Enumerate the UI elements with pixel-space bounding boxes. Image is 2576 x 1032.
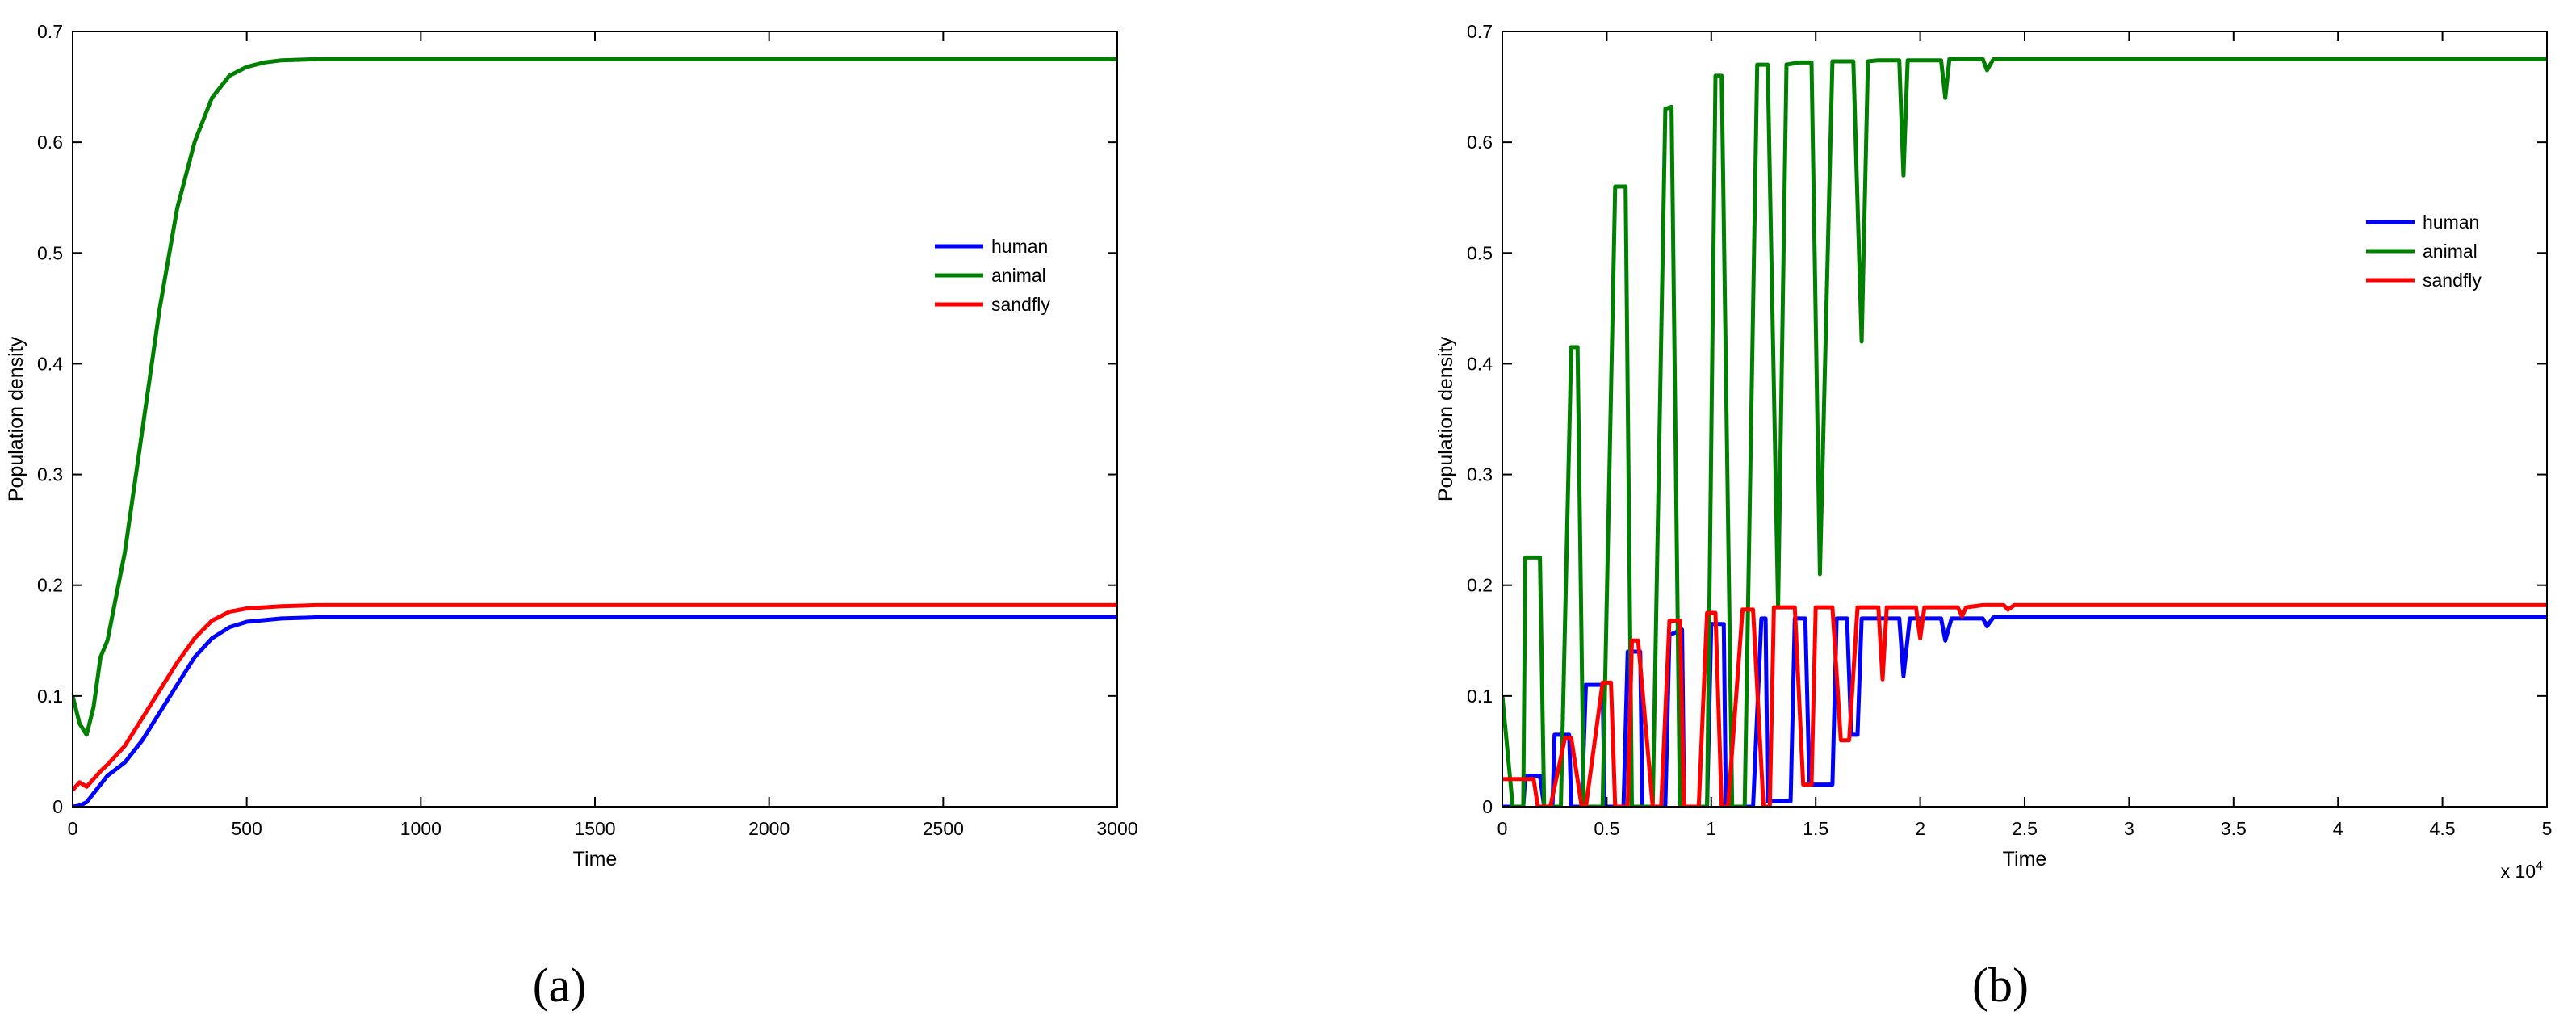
y-tick-label: 0.3 <box>37 464 63 485</box>
x-tick-label: 1000 <box>400 818 442 839</box>
legend-label-sandfly: sandfly <box>991 294 1050 315</box>
y-tick-label: 0.5 <box>37 242 63 263</box>
x-tick-label: 5 <box>2542 818 2553 839</box>
panel-caption: (a) <box>533 959 587 1012</box>
plot-frame <box>72 31 1118 808</box>
x-tick-label: 2 <box>1915 818 1925 839</box>
y-tick-label: 0.6 <box>37 132 63 153</box>
legend-label-human: human <box>991 236 1048 257</box>
panel-caption: (b) <box>1972 959 2029 1012</box>
legend-label-sandfly: sandfly <box>2423 270 2482 291</box>
y-tick-label: 0.2 <box>37 575 63 596</box>
x-tick-label: 0 <box>1497 818 1508 839</box>
x-axis-label: Time <box>2003 848 2047 870</box>
y-tick-label: 0.5 <box>1467 242 1493 263</box>
x-exponent-power: 4 <box>2536 859 2543 873</box>
x-tick-label: 3 <box>2124 818 2134 839</box>
legend-label-animal: animal <box>2423 241 2478 262</box>
y-tick-label: 0.3 <box>1467 464 1493 485</box>
x-tick-label: 1.5 <box>1803 818 1828 839</box>
series-line-human <box>73 615 1117 807</box>
x-tick-label: 4 <box>2333 818 2344 839</box>
series-line-human <box>1502 615 2547 807</box>
y-axis-label: Population density <box>1435 336 1457 501</box>
series-line-animal <box>73 57 1117 737</box>
y-axis-label: Population density <box>5 336 27 501</box>
x-tick-label: 2500 <box>923 818 964 839</box>
y-tick-label: 0.7 <box>1467 21 1493 42</box>
legend-label-human: human <box>2423 212 2479 233</box>
x-axis-label: Time <box>573 848 618 870</box>
y-tick-label: 0 <box>1482 796 1493 817</box>
y-tick-label: 0.6 <box>1467 132 1493 153</box>
panel-a-chart: 0 500 1000 1500 2000 2500 3000 0 0.1 0.2 0.3 0.4 0.5… <box>5 21 1138 1012</box>
x-tick-label: 0.5 <box>1594 818 1619 839</box>
x-tick-label: 2.5 <box>2012 818 2038 839</box>
series-line-sandfly <box>1502 602 2547 807</box>
y-tick-label: 0 <box>52 796 63 817</box>
x-exponent-label: x 104 <box>2501 859 2543 882</box>
x-tick-label: 1500 <box>574 818 615 839</box>
x-tick-label: 500 <box>231 818 262 839</box>
legend-label-animal: animal <box>991 265 1046 286</box>
series-line-animal <box>1502 57 2547 807</box>
y-tick-label: 0.7 <box>37 21 63 42</box>
y-tick-label: 0.2 <box>1467 575 1493 596</box>
y-tick-label: 0.1 <box>1467 686 1493 707</box>
x-tick-label: 1 <box>1706 818 1716 839</box>
x-tick-label: 3.5 <box>2221 818 2247 839</box>
x-tick-label: 2000 <box>748 818 790 839</box>
y-tick-label: 0.1 <box>37 686 63 707</box>
panel-b-chart: 0 0.5 1 1.5 2 2.5 3 3.5 4 4.5 5 0 0.1 0.2 0.3 0.4 0.5 0.6… <box>1435 21 2552 1012</box>
x-tick-label: 3000 <box>1096 818 1137 839</box>
y-tick-label: 0.4 <box>37 353 63 374</box>
x-tick-label: 4.5 <box>2430 818 2456 839</box>
series-line-sandfly <box>73 602 1117 792</box>
x-tick-label: 0 <box>68 818 78 839</box>
y-tick-label: 0.4 <box>1467 353 1493 374</box>
